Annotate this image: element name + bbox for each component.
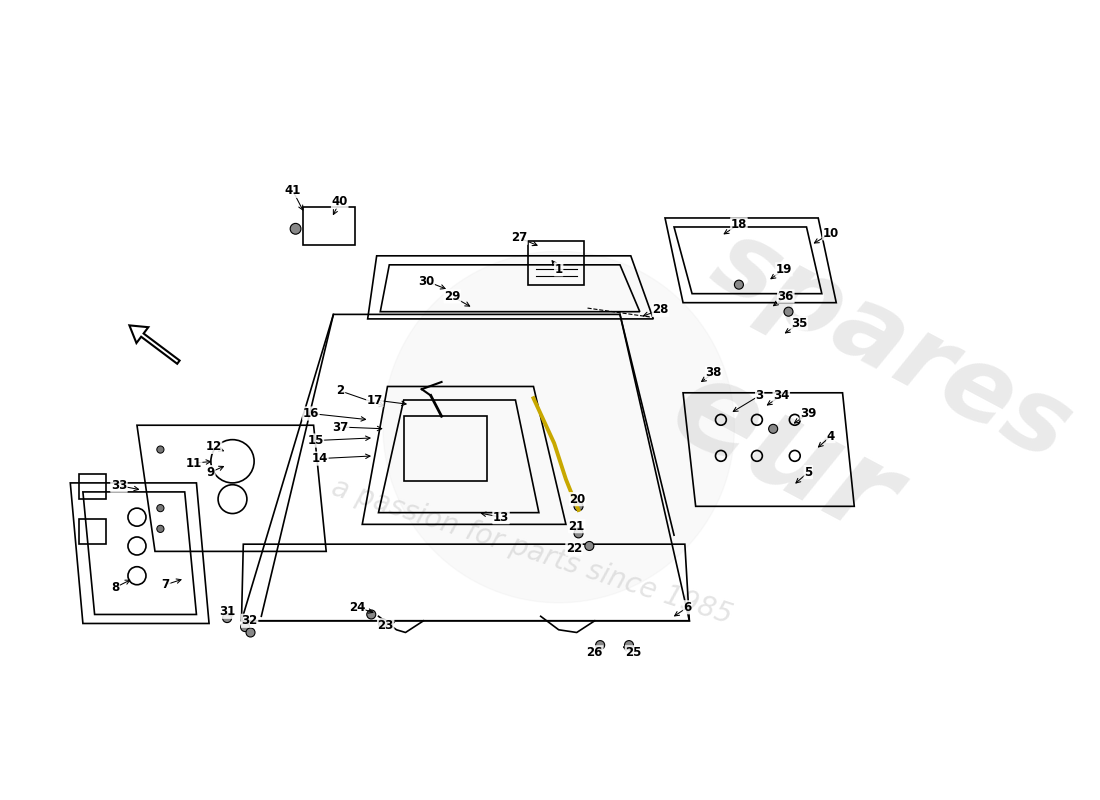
Text: 8: 8 [111, 581, 120, 594]
Text: 23: 23 [377, 618, 394, 632]
Text: 36: 36 [778, 290, 794, 303]
Text: spares: spares [696, 210, 1088, 482]
Text: 38: 38 [705, 366, 722, 379]
Circle shape [383, 251, 735, 602]
Circle shape [157, 446, 164, 453]
Text: 34: 34 [773, 389, 790, 402]
Circle shape [625, 641, 634, 650]
Text: 12: 12 [206, 440, 222, 454]
Circle shape [241, 622, 250, 631]
Circle shape [157, 505, 164, 512]
Text: 2: 2 [337, 385, 344, 398]
Circle shape [290, 223, 301, 234]
Text: 20: 20 [570, 493, 585, 506]
Text: 30: 30 [418, 274, 434, 287]
Text: 4: 4 [827, 430, 835, 442]
Bar [79, 474, 107, 499]
Text: 6: 6 [683, 601, 692, 614]
Text: 17: 17 [366, 394, 383, 406]
Text: 10: 10 [823, 226, 839, 240]
Text: 26: 26 [586, 646, 603, 659]
Text: 32: 32 [242, 614, 257, 627]
Text: 15: 15 [307, 434, 323, 447]
Circle shape [585, 542, 594, 550]
Circle shape [784, 307, 793, 316]
Circle shape [735, 280, 744, 289]
Bar [302, 207, 355, 245]
Text: 5: 5 [804, 466, 813, 478]
Text: 27: 27 [510, 231, 527, 244]
Circle shape [157, 526, 164, 533]
Text: 3: 3 [756, 389, 763, 402]
Text: 14: 14 [311, 452, 328, 465]
Bar [528, 242, 584, 285]
Circle shape [378, 619, 387, 628]
Text: 13: 13 [493, 510, 509, 524]
Text: 22: 22 [565, 542, 582, 555]
Text: 21: 21 [569, 520, 585, 533]
Text: 24: 24 [349, 601, 365, 614]
Text: 40: 40 [331, 195, 348, 208]
Text: 11: 11 [186, 457, 202, 470]
Text: 9: 9 [207, 466, 215, 478]
Text: 7: 7 [162, 578, 169, 591]
Text: 39: 39 [800, 407, 816, 420]
Text: 25: 25 [625, 646, 641, 659]
Circle shape [366, 610, 376, 619]
Text: 1: 1 [554, 263, 563, 276]
Bar [79, 519, 107, 544]
Text: 37: 37 [332, 421, 349, 434]
Circle shape [574, 529, 583, 538]
Text: 19: 19 [776, 263, 792, 276]
Text: 29: 29 [444, 290, 461, 303]
Text: eur: eur [651, 346, 916, 562]
Text: 18: 18 [730, 218, 747, 230]
Text: 16: 16 [302, 407, 319, 420]
Circle shape [222, 614, 232, 622]
Bar [404, 416, 486, 481]
Text: 35: 35 [791, 317, 807, 330]
FancyArrow shape [130, 326, 179, 364]
Text: 41: 41 [285, 185, 301, 198]
Text: 31: 31 [219, 606, 235, 618]
Circle shape [769, 424, 778, 434]
Circle shape [574, 502, 583, 511]
Text: 33: 33 [111, 479, 128, 492]
Text: 28: 28 [652, 303, 669, 316]
Circle shape [595, 641, 605, 650]
Text: a passion for parts since 1985: a passion for parts since 1985 [328, 474, 736, 630]
Circle shape [246, 628, 255, 637]
